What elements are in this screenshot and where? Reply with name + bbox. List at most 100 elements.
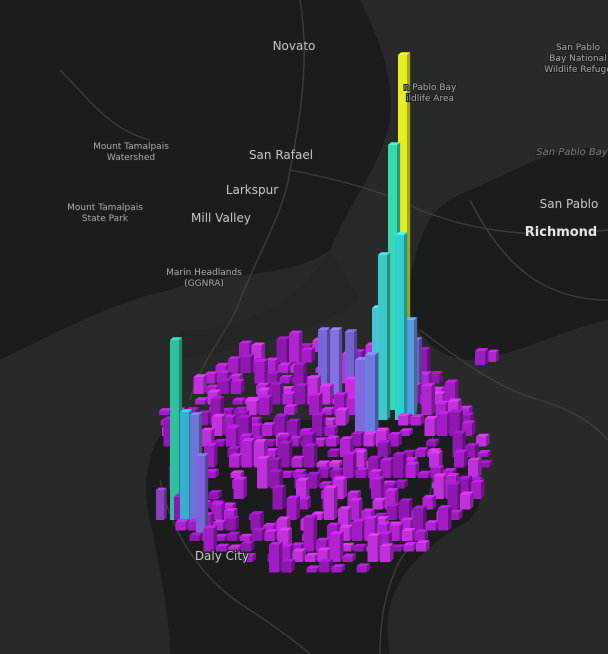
bar-top: [331, 564, 345, 568]
bar-front: [196, 456, 205, 536]
bar-front: [213, 522, 223, 531]
bar: [320, 383, 334, 405]
bar-front: [224, 511, 234, 520]
bar: [352, 518, 366, 541]
bar-top: [400, 517, 414, 521]
bar-front: [334, 395, 344, 415]
bar-front: [394, 482, 405, 489]
bar-front: [421, 386, 432, 415]
bar-front: [477, 452, 488, 457]
bar-front: [292, 551, 303, 562]
bar-top: [324, 485, 338, 489]
bar-front: [424, 418, 435, 436]
bar-top: [363, 431, 377, 435]
bar-top: [429, 450, 443, 454]
bar-top: [228, 544, 242, 548]
bar-top: [214, 533, 228, 537]
bar-front: [239, 343, 249, 363]
bar-side: [375, 352, 379, 445]
bar-side: [199, 532, 203, 541]
bar-top: [372, 497, 386, 501]
road: [289, 169, 608, 235]
bar-side: [409, 428, 413, 436]
bar-side: [289, 374, 293, 384]
bar-top: [303, 514, 317, 518]
bar-top: [460, 491, 474, 495]
bar-top: [429, 371, 443, 375]
bar-front: [367, 535, 378, 562]
bar: [335, 407, 349, 426]
bar-side: [481, 479, 485, 499]
bar-top: [238, 414, 252, 418]
bar-top: [343, 451, 357, 455]
bar-front: [389, 525, 400, 541]
bar-front: [418, 473, 428, 478]
bar-front: [320, 386, 330, 405]
bar-top: [380, 457, 394, 461]
bar-front: [355, 470, 366, 478]
bar: [242, 552, 256, 562]
land: [170, 250, 360, 360]
bar-top: [262, 422, 276, 426]
bar-top: [201, 427, 215, 431]
bar-side: [218, 489, 222, 499]
bar-front: [345, 379, 355, 405]
bar-top: [330, 327, 343, 330]
bar-front: [263, 441, 274, 447]
bar-top: [190, 412, 203, 415]
bar-top: [413, 505, 427, 509]
bar: [257, 455, 271, 489]
bar-side: [470, 491, 474, 510]
bar-front: [380, 546, 390, 562]
bar-front: [352, 521, 362, 541]
bar-side: [439, 450, 443, 468]
bar-side: [464, 449, 468, 468]
bar: [468, 457, 482, 478]
bar-front: [279, 443, 289, 468]
bar-front: [345, 332, 354, 392]
bar-front: [342, 556, 353, 562]
bar-top: [369, 469, 383, 473]
bar-front: [284, 407, 294, 415]
bar-side: [260, 511, 264, 531]
bar-front: [356, 566, 367, 573]
bar: [289, 330, 303, 363]
bar-top: [403, 541, 417, 545]
bar-front: [378, 255, 387, 420]
bar-front: [218, 381, 229, 394]
bar-side: [343, 476, 347, 499]
bar-top: [377, 439, 391, 443]
bar: [410, 414, 424, 426]
bar-front: [313, 440, 324, 447]
bar-top: [399, 428, 413, 432]
bar-front: [221, 410, 232, 415]
bar-side: [261, 342, 265, 363]
bar-top: [430, 465, 444, 469]
bar-top: [232, 397, 246, 401]
bar-side: [334, 485, 338, 520]
bar-top: [213, 438, 227, 442]
bar-top: [316, 537, 330, 541]
bar-front: [331, 567, 342, 573]
bar-front: [262, 425, 272, 436]
bar-front: [287, 421, 297, 436]
bar-front: [312, 415, 322, 436]
bar: [380, 543, 394, 562]
bar-front: [190, 415, 199, 530]
bar-top: [270, 381, 284, 385]
bar-front: [405, 464, 416, 478]
bar-top: [193, 374, 207, 378]
bar-top: [405, 317, 418, 320]
bar-side: [351, 542, 355, 552]
bar: [250, 511, 264, 531]
bar-front: [321, 409, 332, 415]
bar-top: [446, 473, 460, 477]
bar-side: [296, 495, 300, 520]
bar: [279, 374, 293, 384]
bar-side: [459, 509, 463, 520]
bar: [316, 460, 330, 468]
bar-top: [206, 384, 220, 388]
bar-top: [156, 487, 167, 490]
bar-front: [458, 478, 469, 499]
bar-top: [375, 516, 389, 520]
